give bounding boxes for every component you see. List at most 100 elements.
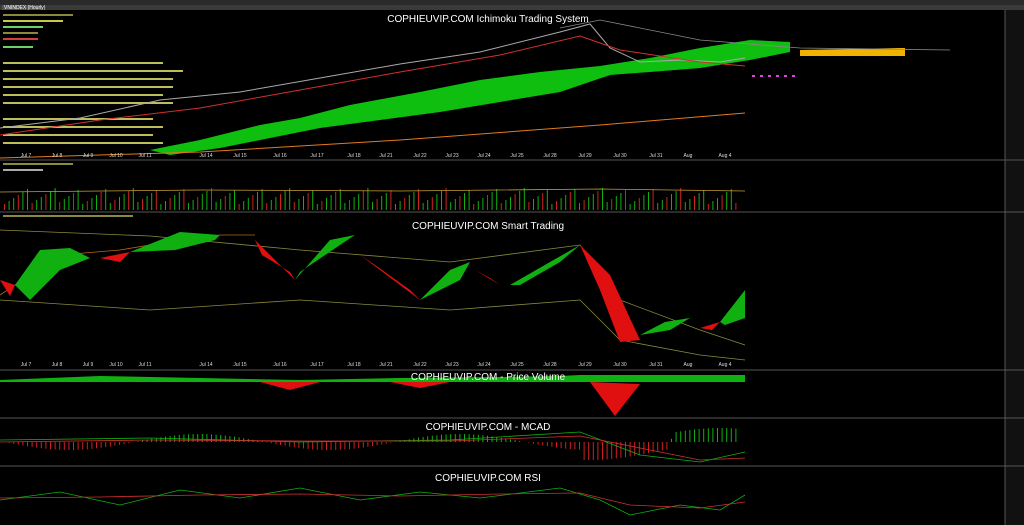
volume-bar: [560, 198, 562, 210]
volume-bar: [496, 189, 498, 210]
volume-bar: [100, 192, 102, 210]
volume-bar: [399, 201, 401, 210]
volume-bar: [689, 199, 691, 210]
wave-up: [640, 318, 690, 335]
volume-bar: [13, 198, 15, 210]
volume-bar: [726, 192, 728, 210]
macd-bar: [588, 442, 590, 460]
macd-bar: [303, 442, 304, 449]
macd-bar: [201, 434, 203, 442]
macd-bar: [68, 442, 70, 450]
volume-bar: [408, 195, 410, 210]
pv-negative: [590, 382, 640, 416]
volume-bar: [123, 194, 125, 210]
tab[interactable]: [2, 5, 42, 10]
macd-bar: [487, 435, 488, 442]
macd-bar: [565, 442, 567, 449]
time-label: Jul 25: [510, 153, 524, 159]
volume-bar: [597, 191, 599, 210]
volume-bar: [703, 190, 705, 210]
macd-bar: [735, 428, 737, 442]
macd-bar: [45, 442, 47, 449]
volume-bar: [698, 193, 700, 210]
volume-bar: [211, 188, 212, 210]
macd-bar: [270, 442, 272, 444]
panel-title: COPHIEUVIP.COM - MCAD: [426, 422, 551, 433]
volume-bar: [201, 194, 203, 210]
macd-bar: [362, 442, 364, 448]
macd-bar: [606, 442, 608, 460]
volume-bar: [105, 189, 107, 210]
volume-bar: [546, 190, 548, 210]
legend-line: [3, 26, 43, 28]
volume-bar: [569, 192, 571, 210]
volume-bar: [487, 195, 488, 210]
time-label: Jul 25: [510, 362, 524, 368]
time-label: Jul 28: [543, 153, 557, 159]
volume-bar: [629, 204, 631, 210]
time-label: Jul 7: [21, 362, 32, 368]
macd-bar: [546, 442, 548, 447]
volume-bar: [491, 192, 493, 210]
volume-bar: [197, 197, 199, 210]
macd-bar: [367, 442, 369, 447]
volume-bar: [312, 190, 314, 210]
macd-panel: COPHIEUVIP.COM - MCAD: [0, 422, 746, 463]
time-label: Jul 22: [413, 362, 427, 368]
legend-line: [3, 163, 73, 165]
macd-bar: [169, 435, 171, 442]
volume-bar: [128, 191, 130, 210]
time-label: Jul 16: [273, 362, 287, 368]
volume-bar: [8, 201, 10, 210]
tab-label[interactable]: VNINDEX (Hourly): [4, 5, 46, 11]
macd-bar: [330, 442, 332, 450]
macd-bar: [192, 434, 194, 442]
macd-bar: [293, 442, 295, 448]
time-label: Jul 9: [83, 153, 94, 159]
macd-bar: [436, 435, 438, 442]
volume-bar: [638, 198, 640, 210]
title-bar: [0, 0, 1024, 5]
macd-bar: [257, 440, 258, 442]
macd-bar: [63, 442, 65, 450]
volume-bar: [50, 191, 51, 210]
signal-line: [0, 435, 746, 461]
volume-bar: [735, 203, 737, 210]
time-label: Aug: [684, 153, 693, 159]
macd-bar: [211, 434, 212, 442]
macd-bar: [569, 442, 571, 450]
volume-bar: [36, 200, 38, 210]
macd-bar: [684, 430, 686, 442]
time-label: Jul 9: [83, 362, 94, 368]
volume-bar: [634, 201, 636, 210]
legend-line: [3, 62, 163, 64]
volume-bar: [169, 198, 171, 210]
macd-bar: [220, 435, 222, 442]
macd-bar: [22, 442, 24, 446]
legend-line: [3, 215, 133, 217]
volume-bar: [307, 193, 309, 210]
legend-line: [3, 118, 153, 120]
time-label: Jul 23: [445, 153, 459, 159]
time-label: Jul 15: [233, 153, 247, 159]
volume-bar: [155, 190, 157, 210]
macd-bar: [726, 428, 728, 442]
volume-bar: [441, 191, 442, 210]
macd-bar: [312, 442, 314, 450]
volume-bar: [606, 202, 608, 210]
legend-line: [3, 38, 38, 40]
macd-bar: [574, 442, 576, 450]
macd-bar: [666, 442, 668, 450]
volume-bar: [648, 192, 649, 210]
macd-bar: [551, 442, 553, 447]
macd-bar: [422, 436, 424, 442]
tab-bar: [0, 5, 1024, 10]
volume-bar: [142, 199, 143, 210]
volume-bar: [206, 191, 208, 210]
macd-bar: [82, 442, 84, 450]
volume-bar: [261, 189, 263, 210]
macd-bar: [597, 442, 599, 460]
price-axis: [1005, 10, 1024, 525]
time-label: Jul 21: [379, 153, 393, 159]
macd-bar: [560, 442, 562, 449]
